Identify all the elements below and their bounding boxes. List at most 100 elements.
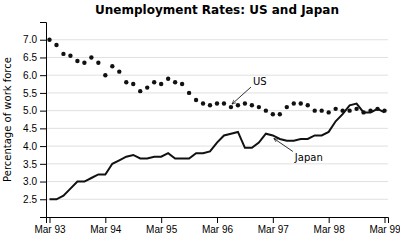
- y-tick-mark: [40, 57, 46, 58]
- x-tick-label: Mar 99: [369, 224, 400, 235]
- y-tick-label: 6.0: [23, 70, 37, 81]
- y-tick-label: 4.0: [23, 141, 37, 152]
- x-tick: Mar 98: [314, 217, 346, 235]
- x-tick-mark: [161, 217, 162, 223]
- y-tick-label: 2.5: [23, 194, 37, 205]
- y-tick-mark: [40, 182, 46, 183]
- x-tick-label: Mar 98: [314, 224, 346, 235]
- y-tick-mark: [40, 146, 46, 147]
- series-line: [49, 104, 384, 200]
- grid-line: [46, 57, 388, 58]
- point: [124, 80, 128, 84]
- point: [306, 103, 310, 107]
- x-tick: Mar 97: [258, 217, 290, 235]
- point: [47, 38, 51, 42]
- y-tick: 4.0: [23, 141, 46, 152]
- point: [194, 98, 198, 102]
- point: [257, 105, 261, 109]
- point: [250, 103, 254, 107]
- x-tick-label: Mar 93: [34, 224, 66, 235]
- point: [61, 52, 65, 56]
- point: [319, 108, 323, 112]
- y-tick-mark: [40, 93, 46, 94]
- x-tick-mark: [385, 217, 386, 223]
- x-tick: Mar 94: [90, 217, 122, 235]
- y-tick: 3.5: [23, 159, 46, 170]
- point: [208, 103, 212, 107]
- grid: [46, 40, 388, 200]
- y-tick: 5.5: [23, 88, 46, 99]
- point: [173, 80, 177, 84]
- y-tick-mark: [40, 199, 46, 200]
- y-axis-title: Percentage of work force: [2, 57, 13, 182]
- point: [68, 53, 72, 57]
- point: [54, 43, 58, 47]
- x-axis: Mar 93 Mar 94 Mar 95 Mar 96 Mar 97 Mar 98 Mar …: [34, 217, 400, 235]
- y-tick-label: 3.5: [23, 159, 37, 170]
- x-tick-mark: [329, 217, 330, 223]
- x-tick-label: Mar 97: [258, 224, 290, 235]
- point: [243, 101, 247, 105]
- y-tick: 7.0: [23, 34, 46, 45]
- point: [82, 61, 86, 65]
- annotation: Japan: [294, 152, 323, 163]
- grid-line: [46, 75, 388, 76]
- title: Unemployment Rates: US and Japan: [95, 3, 339, 17]
- y-tick-mark: [40, 40, 46, 41]
- grid-line: [46, 128, 388, 129]
- y-tick: 6.5: [23, 52, 46, 63]
- point: [110, 64, 114, 68]
- x-tick-mark: [105, 217, 106, 223]
- x-axis-line: [47, 218, 389, 224]
- y-tick: 6.0: [23, 70, 46, 81]
- annotation: US: [253, 76, 267, 87]
- chart: 2.53.03.54.04.55.05.56.06.57.0Mar 93Mar …: [0, 0, 400, 239]
- point: [292, 101, 296, 105]
- x-tick-label: Mar 96: [202, 224, 234, 235]
- y-tick-label: 7.0: [23, 34, 37, 45]
- point: [201, 101, 205, 105]
- point: [229, 105, 233, 109]
- point: [180, 82, 184, 86]
- y-tick-label: 5.0: [23, 105, 37, 116]
- grid-line: [46, 181, 388, 182]
- y-tick-label: 3.0: [23, 176, 37, 187]
- x-tick: Mar 96: [202, 217, 234, 235]
- x-tick-mark: [217, 217, 218, 223]
- point: [138, 89, 142, 93]
- point: [347, 108, 351, 112]
- y-tick-mark: [40, 111, 46, 112]
- y-tick-mark: [40, 164, 46, 165]
- point: [278, 112, 282, 116]
- point: [75, 59, 79, 63]
- annotation-arrow: [232, 87, 251, 104]
- y-axis: 2.5 3.0 3.5 4.0 4.5 5.0 5.5 6.0 6.5 7.0: [23, 23, 46, 218]
- point: [117, 69, 121, 73]
- y-tick-label: 4.5: [23, 123, 37, 134]
- point: [152, 80, 156, 84]
- plot: 2.53.03.54.04.55.05.56.06.57.0Mar 93Mar …: [23, 23, 400, 236]
- marks: [47, 38, 386, 200]
- x-tick-mark: [273, 217, 274, 223]
- grid-line: [46, 92, 388, 93]
- y-tick-label: 5.5: [23, 88, 37, 99]
- grid-line: [46, 39, 388, 40]
- point: [326, 110, 330, 114]
- grid-line: [46, 146, 388, 147]
- point: [145, 85, 149, 89]
- x-tick: Mar 95: [146, 217, 178, 235]
- point: [103, 73, 107, 77]
- y-tick-mark: [40, 75, 46, 76]
- point: [187, 91, 191, 95]
- annotations: US Japan: [232, 76, 323, 163]
- point: [333, 107, 337, 111]
- point: [264, 108, 268, 112]
- point: [313, 108, 317, 112]
- x-tick-label: Mar 94: [90, 224, 122, 235]
- point: [166, 77, 170, 81]
- point: [96, 61, 100, 65]
- point: [299, 101, 303, 105]
- grid-line: [46, 199, 388, 200]
- point: [236, 103, 240, 107]
- point: [131, 82, 135, 86]
